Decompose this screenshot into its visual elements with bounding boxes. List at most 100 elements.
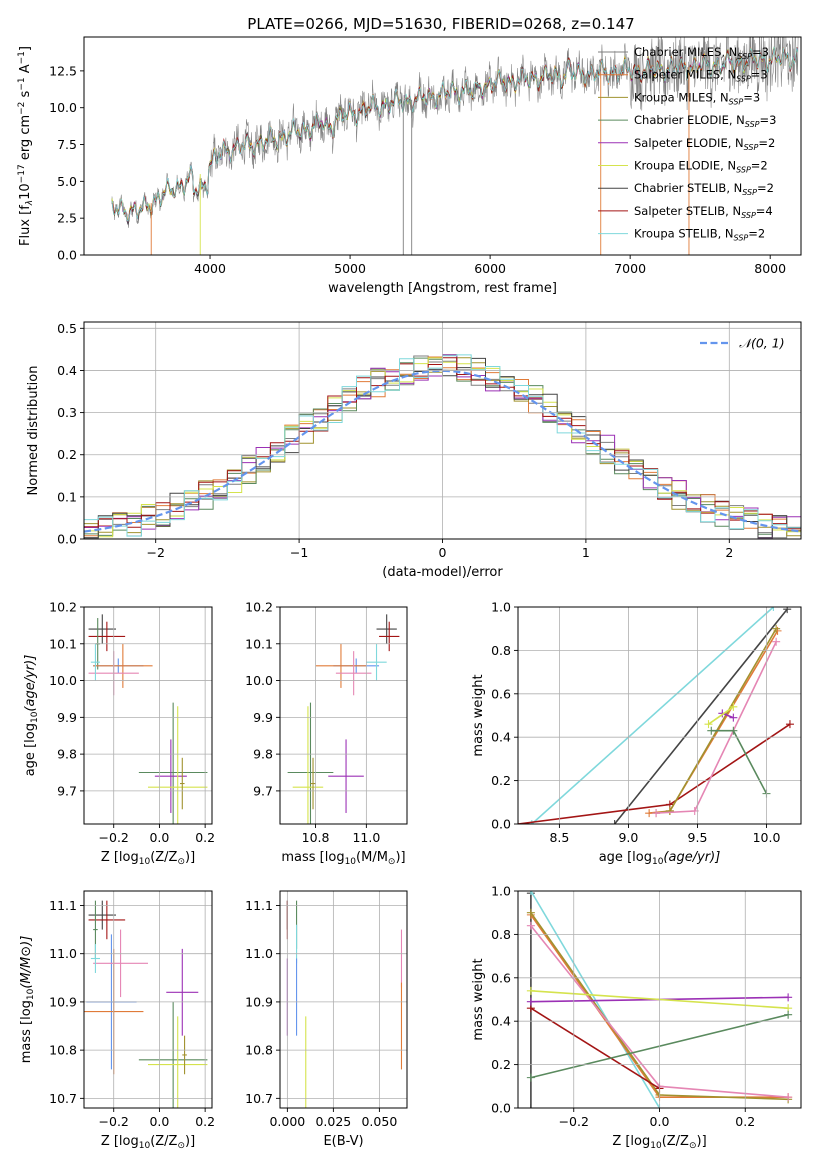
- x-tick-label: 5000: [334, 261, 366, 276]
- errorbar-point: [335, 651, 372, 696]
- legend-label: Chabrier MILES, NSSP=3: [634, 45, 769, 61]
- x-axis-label: wavelength [Angstrom, rest frame]: [328, 281, 557, 296]
- plus-marker: [784, 1010, 793, 1019]
- axes-frame: [279, 606, 408, 825]
- x-axis-label: Z [log10(Z/Z⊙)]: [101, 1134, 195, 1151]
- y-tick-label: 11.1: [245, 898, 273, 913]
- legend-label: Kroupa ELODIE, NSSP=2: [634, 159, 768, 175]
- weight-series: [652, 624, 781, 818]
- model-spectrum-8: [111, 47, 798, 223]
- plus-marker: [526, 908, 535, 917]
- legend-label: Salpeter MILES, NSSP=3: [634, 68, 768, 84]
- errorbar-point: [138, 702, 208, 824]
- plot-area: [518, 607, 794, 824]
- residuals-panel: −2 −1 0 1 2 0.0 0.1 0.2 0.3 0.4 0.5 (data-model)/er…: [26, 321, 802, 580]
- plus-marker: [526, 921, 535, 930]
- y-tick-label: 0.2: [491, 773, 511, 788]
- legend-label: Kroupa STELIB, NSSP=2: [634, 227, 765, 243]
- y-tick-label: 0.8: [491, 927, 511, 942]
- x-axis-label: Z [log10(Z/Z⊙)]: [612, 1134, 706, 1151]
- errorbar-point: [376, 614, 397, 644]
- y-tick-label: 0.0: [57, 248, 77, 263]
- y-axis-label: mass weight: [471, 958, 486, 1040]
- x-tick-label: 9.0: [618, 830, 638, 845]
- x-tick-label: −0.2: [559, 1114, 589, 1129]
- y-tick-label: 0.1: [57, 489, 77, 504]
- y-tick-label: 0.0: [491, 817, 511, 832]
- plus-marker: [784, 1093, 793, 1102]
- legend-item-1: Salpeter MILES, NSSP=3: [598, 68, 768, 84]
- x-tick-label: 0.000: [269, 1114, 305, 1129]
- y-tick-label: 10.1: [245, 636, 273, 651]
- x-tick-label: 0.2: [195, 1114, 215, 1129]
- x-tick-label: −2: [146, 545, 164, 560]
- errorbar-point: [328, 739, 364, 813]
- plot-area: [287, 614, 400, 824]
- x-tick-label: 2: [725, 545, 733, 560]
- y-tick-label: 11.1: [49, 898, 77, 913]
- weight-vs-metallicity-panel: −0.2 0.0 0.2 0.0 0.2 0.4 0.6 0.8 1.0 Z [log10(Z/Z…: [471, 884, 802, 1151]
- legend-item-7: Salpeter STELIB, NSSP=4: [598, 204, 773, 220]
- weight-series: [527, 607, 778, 824]
- y-axis-label: age [log10(age/yr)]: [23, 655, 40, 777]
- y-tick-label: 0.3: [57, 405, 77, 420]
- y-tick-label: 2.5: [57, 211, 77, 226]
- x-axis-label: E(B-V): [323, 1134, 363, 1149]
- y-tick-label: 1.0: [491, 884, 511, 899]
- residual-legend: 𝒩(0, 1): [700, 336, 785, 351]
- y-tick-label: 0.4: [491, 1014, 511, 1029]
- y-tick-label: 0.2: [491, 1057, 511, 1072]
- y-tick-label: 9.9: [57, 710, 77, 725]
- y-tick-label: 11.0: [245, 946, 273, 961]
- legend-item-5: Kroupa ELODIE, NSSP=2: [598, 159, 768, 175]
- y-tick-label: 5.0: [57, 174, 77, 189]
- x-tick-label: 8000: [754, 261, 786, 276]
- y-tick-label: 10.9: [49, 994, 77, 1009]
- plus-marker: [783, 607, 792, 614]
- axes-frame: [83, 36, 802, 256]
- plus-marker: [729, 726, 738, 735]
- spectrum-panel: 4000 5000 6000 7000 8000 0.0 2.5 5.0 7.5 10.0 12.5…: [17, 36, 802, 296]
- age-vs-mass-panel: 10.8 11.0 9.7 9.8 9.9 10.0 10.1 10.2 mass [log10…: [245, 600, 408, 867]
- plus-marker: [526, 1073, 535, 1082]
- x-tick-label: 9.5: [688, 830, 708, 845]
- weight-line: [613, 608, 788, 824]
- axes-frame: [517, 606, 802, 825]
- y-tick-label: 10.1: [49, 636, 77, 651]
- figure-title: PLATE=0266, MJD=51630, FIBERID=0268, z=0…: [247, 15, 634, 33]
- legend-label: 𝒩(0, 1): [739, 336, 785, 351]
- errorbar-point: [93, 929, 148, 998]
- errorbar-point: [154, 739, 187, 813]
- age-vs-metallicity-panel: −0.2 0.0 0.2 9.7 9.8 9.9 10.0 10.1 10.2 Z [log10(…: [23, 600, 215, 868]
- y-tick-label: 9.8: [253, 747, 273, 762]
- weight-series: [652, 637, 781, 818]
- y-tick-label: 12.5: [49, 63, 77, 78]
- y-tick-label: 10.9: [245, 994, 273, 1009]
- x-tick-label: −0.2: [99, 1114, 129, 1129]
- x-axis-label: age [log10(age/yr)]: [599, 850, 721, 867]
- y-tick-label: 9.7: [57, 783, 77, 798]
- errorbar-point: [88, 621, 126, 652]
- weight-line: [655, 641, 777, 814]
- plus-marker: [526, 986, 535, 995]
- y-tick-label: 10.0: [49, 100, 77, 115]
- x-tick-label: 11.0: [352, 830, 380, 845]
- errorbar-point: [148, 706, 208, 824]
- weight-line: [708, 706, 734, 725]
- errorbar-point: [180, 757, 185, 810]
- axes-frame: [83, 890, 213, 1109]
- x-tick-label: 0.0: [650, 1114, 670, 1129]
- plus-marker: [729, 713, 738, 722]
- errorbar-point: [292, 706, 324, 824]
- y-axis-label: mass [log10(M/M⊙)]: [19, 936, 36, 1064]
- plus-marker: [610, 820, 619, 824]
- weight-line: [531, 607, 774, 824]
- errorbar-point: [166, 948, 199, 1036]
- plus-marker: [784, 993, 793, 1002]
- plus-marker: [665, 806, 674, 815]
- weight-series: [704, 702, 738, 729]
- plus-marker: [772, 637, 781, 646]
- x-tick-label: 0.0: [149, 830, 169, 845]
- plus-marker: [526, 1104, 535, 1108]
